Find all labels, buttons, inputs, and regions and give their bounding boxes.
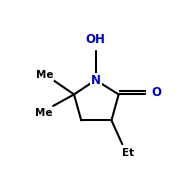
- Text: OH: OH: [86, 33, 105, 46]
- Text: Me: Me: [35, 108, 52, 118]
- Text: Et: Et: [122, 148, 134, 158]
- Text: O: O: [151, 86, 161, 99]
- Text: N: N: [91, 73, 101, 87]
- Text: Me: Me: [36, 70, 54, 80]
